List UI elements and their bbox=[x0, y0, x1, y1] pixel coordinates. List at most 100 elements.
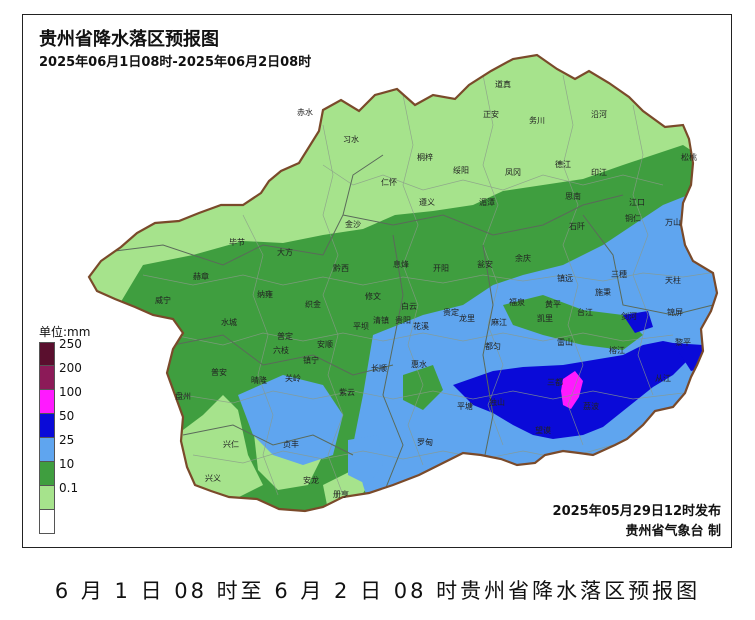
county-label: 平塘 bbox=[457, 401, 473, 411]
legend-label: 100 bbox=[59, 385, 82, 399]
county-label: 长顺 bbox=[371, 363, 387, 373]
county-label: 兴义 bbox=[205, 474, 221, 483]
legend-swatch bbox=[39, 342, 55, 366]
county-label: 安顺 bbox=[317, 339, 333, 349]
issuer: 贵州省气象台 制 bbox=[625, 524, 721, 539]
county-label: 凤冈 bbox=[505, 168, 521, 177]
county-label: 松桃 bbox=[681, 152, 697, 162]
county-label: 镇远 bbox=[557, 273, 573, 283]
legend-item bbox=[39, 510, 90, 534]
county-label: 遵义 bbox=[419, 197, 435, 207]
county-label: 六枝 bbox=[273, 345, 289, 355]
rain-zone-25 bbox=[348, 435, 383, 485]
county-label: 开阳 bbox=[433, 264, 449, 273]
legend-item: 50 bbox=[39, 409, 90, 438]
county-label: 紫云 bbox=[339, 388, 355, 397]
county-label: 毕节 bbox=[229, 237, 245, 247]
county-label: 安龙 bbox=[303, 475, 319, 485]
rain-zone-10-patch bbox=[503, 295, 643, 350]
county-boundaries bbox=[142, 74, 717, 496]
county-label: 麻江 bbox=[491, 317, 507, 327]
county-label: 贞丰 bbox=[283, 439, 299, 449]
legend-swatch bbox=[39, 486, 55, 510]
county-label: 石阡 bbox=[569, 222, 585, 231]
province-outline bbox=[87, 53, 719, 513]
county-label: 花溪 bbox=[413, 321, 429, 331]
county-label: 印江 bbox=[591, 168, 607, 177]
county-label: 施秉 bbox=[595, 287, 611, 297]
county-label: 清镇 bbox=[373, 315, 389, 325]
county-label: 江口 bbox=[629, 198, 645, 207]
county-label: 水城 bbox=[221, 317, 237, 327]
county-label: 独山 bbox=[489, 397, 505, 407]
county-label: 兴仁 bbox=[223, 439, 239, 449]
county-label: 黄平 bbox=[545, 299, 561, 309]
legend-label: 200 bbox=[59, 361, 82, 375]
county-label: 三穗 bbox=[611, 269, 627, 279]
county-label: 余庆 bbox=[515, 253, 531, 263]
legend-item: 250 bbox=[39, 337, 90, 366]
county-label: 大方 bbox=[277, 247, 293, 257]
county-label: 三都 bbox=[547, 378, 563, 387]
legend-swatch bbox=[39, 390, 55, 414]
legend-label: 50 bbox=[59, 409, 75, 423]
legend-swatch bbox=[39, 438, 55, 462]
county-label: 金沙 bbox=[345, 219, 361, 229]
legend: 单位:mm 250 200 100 50 25 10 0.1 bbox=[39, 323, 90, 534]
county-label: 贵阳 bbox=[395, 315, 411, 325]
county-label: 普定 bbox=[277, 331, 293, 341]
legend-item: 25 bbox=[39, 433, 90, 462]
county-label: 剑河 bbox=[621, 311, 637, 321]
figure-caption: 6 月 1 日 08 时至 6 月 2 日 08 时贵州省降水落区预报图 bbox=[54, 579, 701, 603]
legend-unit: 单位:mm bbox=[39, 325, 91, 339]
county-label: 沿河 bbox=[591, 109, 607, 119]
county-label: 湄潭 bbox=[479, 198, 495, 207]
county-label: 罗甸 bbox=[417, 437, 433, 447]
county-label: 桐梓 bbox=[417, 152, 433, 162]
county-label: 习水 bbox=[343, 134, 359, 144]
county-label: 铜仁 bbox=[625, 213, 641, 223]
legend-scale: 250 200 100 50 25 10 0.1 bbox=[39, 337, 90, 534]
county-label: 福泉 bbox=[509, 297, 525, 307]
legend-item: 10 bbox=[39, 457, 90, 486]
legend-label: 10 bbox=[59, 457, 75, 471]
issue-time: 2025年05月29日12时发布 bbox=[552, 504, 721, 519]
county-label: 纳雍 bbox=[257, 289, 273, 299]
legend-swatch bbox=[39, 414, 55, 438]
forecast-map-frame: 贵州省降水落区预报图 2025年06月1日08时-2025年06月2日08时 bbox=[22, 14, 732, 548]
county-label: 册亨 bbox=[333, 489, 349, 499]
county-label: 黔西 bbox=[333, 263, 349, 273]
county-label: 仁怀 bbox=[381, 177, 397, 187]
county-label: 都匀 bbox=[485, 341, 501, 351]
legend-item: 200 bbox=[39, 361, 90, 390]
map-title: 贵州省降水落区预报图 bbox=[39, 29, 219, 50]
prefecture-boundaries bbox=[89, 154, 714, 496]
county-label: 绥阳 bbox=[453, 165, 469, 175]
county-label: 思南 bbox=[565, 191, 581, 201]
county-label: 务川 bbox=[529, 115, 545, 125]
county-label: 织金 bbox=[305, 299, 321, 309]
legend-swatch bbox=[39, 462, 55, 486]
county-label: 天柱 bbox=[665, 275, 681, 285]
county-label: 贵定 bbox=[443, 307, 459, 317]
county-label: 白云 bbox=[401, 301, 417, 311]
county-label: 瓮安 bbox=[477, 259, 493, 269]
county-label: 德江 bbox=[555, 159, 571, 169]
county-label: 息烽 bbox=[393, 259, 409, 269]
legend-label: 25 bbox=[59, 433, 75, 447]
county-label: 道真 bbox=[495, 79, 511, 89]
county-label: 威宁 bbox=[155, 295, 171, 305]
county-label: 普安 bbox=[211, 367, 227, 377]
rain-zone-25 bbox=[238, 375, 343, 465]
county-label: 榕江 bbox=[609, 345, 625, 355]
county-label: 镇宁 bbox=[303, 355, 319, 365]
county-label: 雷山 bbox=[557, 337, 573, 347]
county-label: 赫章 bbox=[193, 271, 209, 281]
rain-zone-50 bbox=[623, 311, 653, 333]
legend-item: 0.1 bbox=[39, 481, 90, 510]
county-label: 台江 bbox=[577, 307, 593, 317]
county-label: 平坝 bbox=[353, 322, 369, 331]
rain-zone-10-patch bbox=[403, 365, 443, 410]
